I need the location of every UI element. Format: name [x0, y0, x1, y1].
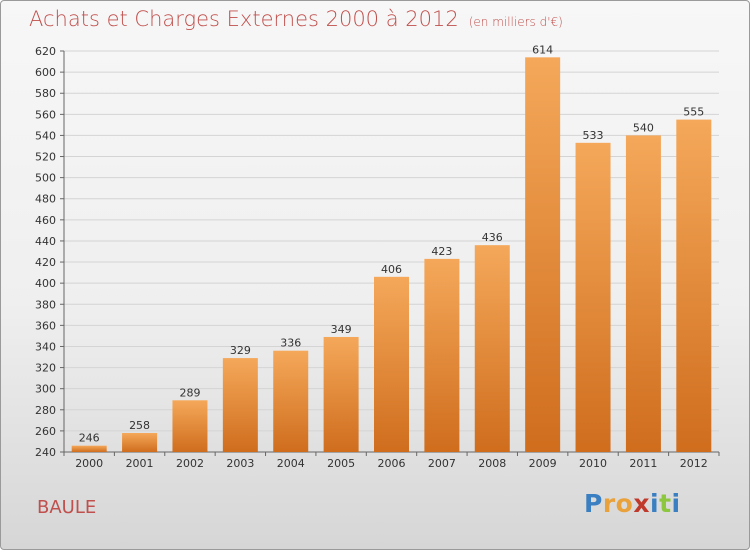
x-tick-label: 2006: [378, 457, 406, 470]
y-tick-label: 460: [35, 214, 56, 227]
y-tick-label: 520: [35, 151, 56, 164]
chart-axes: 240 260 280 300 320 340 360 380 400 420 440 460 480 5…: [35, 45, 720, 470]
logo-letter: o: [615, 489, 634, 518]
chart-value-labels: 246 258 289 329 336 349 406 423 436 614 533 540 555: [79, 43, 705, 444]
bar: [474, 245, 510, 452]
value-label: 329: [230, 344, 251, 357]
y-tick-label: 580: [35, 87, 56, 100]
bar: [273, 350, 309, 452]
chart-unit-note: (en milliers d'€): [468, 15, 563, 29]
value-label: 349: [331, 323, 352, 336]
y-tick-label: 400: [35, 277, 56, 290]
logo-letter: i: [671, 489, 681, 518]
proxiti-logo: Proxiti: [584, 489, 681, 518]
chart-title-text: Achats et Charges Externes 2000 à 2012: [29, 7, 459, 31]
value-label: 423: [431, 245, 452, 258]
value-label: 533: [583, 129, 604, 142]
bar: [172, 400, 208, 452]
commune-name: BAULE: [37, 497, 97, 518]
value-label: 614: [532, 43, 553, 56]
bar: [525, 57, 561, 453]
bar: [424, 258, 460, 452]
value-label: 336: [280, 337, 301, 350]
y-tick-label: 360: [35, 319, 56, 332]
bar: [374, 276, 409, 452]
x-tick-label: 2010: [579, 457, 607, 470]
logo-letter: x: [633, 489, 650, 518]
logo-letter: r: [602, 489, 616, 518]
logo-letter: t: [659, 489, 672, 518]
value-label: 555: [683, 106, 704, 119]
logo-letter: P: [584, 489, 603, 518]
bar: [625, 135, 661, 452]
bar: [323, 336, 359, 452]
x-tick-label: 2000: [75, 457, 103, 470]
bar: [676, 119, 712, 452]
x-tick-label: 2002: [176, 457, 204, 470]
y-tick-label: 380: [35, 298, 56, 311]
value-label: 258: [129, 419, 150, 432]
x-tick-label: 2008: [478, 457, 506, 470]
y-tick-label: 560: [35, 108, 56, 121]
x-tick-label: 2001: [126, 457, 154, 470]
y-tick-label: 480: [35, 193, 56, 206]
chart-bars: [71, 57, 712, 453]
value-label: 406: [381, 263, 402, 276]
y-tick-label: 280: [35, 404, 56, 417]
y-tick-label: 600: [35, 66, 56, 79]
x-tick-label: 2012: [680, 457, 708, 470]
x-tick-label: 2005: [327, 457, 355, 470]
value-label: 436: [482, 231, 503, 244]
x-tick-label: 2004: [277, 457, 305, 470]
y-tick-label: 240: [35, 446, 56, 459]
x-tick-label: 2009: [529, 457, 557, 470]
logo-letter: i: [650, 489, 660, 518]
y-tick-label: 440: [35, 235, 56, 248]
bar: [71, 445, 107, 452]
value-label: 540: [633, 121, 654, 134]
y-tick-label: 340: [35, 340, 56, 353]
bar: [575, 142, 611, 452]
value-label: 289: [179, 386, 200, 399]
y-tick-label: 620: [35, 45, 56, 58]
x-tick-label: 2011: [629, 457, 657, 470]
y-tick-label: 300: [35, 383, 56, 396]
x-tick-label: 2007: [428, 457, 456, 470]
y-tick-label: 500: [35, 172, 56, 185]
bar: [222, 358, 258, 452]
y-tick-label: 420: [35, 256, 56, 269]
x-tick-label: 2003: [226, 457, 254, 470]
y-tick-label: 320: [35, 362, 56, 375]
y-tick-label: 540: [35, 129, 56, 142]
bar: [122, 433, 158, 452]
y-tick-label: 260: [35, 425, 56, 438]
value-label: 246: [79, 432, 100, 445]
chart-title: Achats et Charges Externes 2000 à 2012 (e…: [29, 7, 563, 31]
